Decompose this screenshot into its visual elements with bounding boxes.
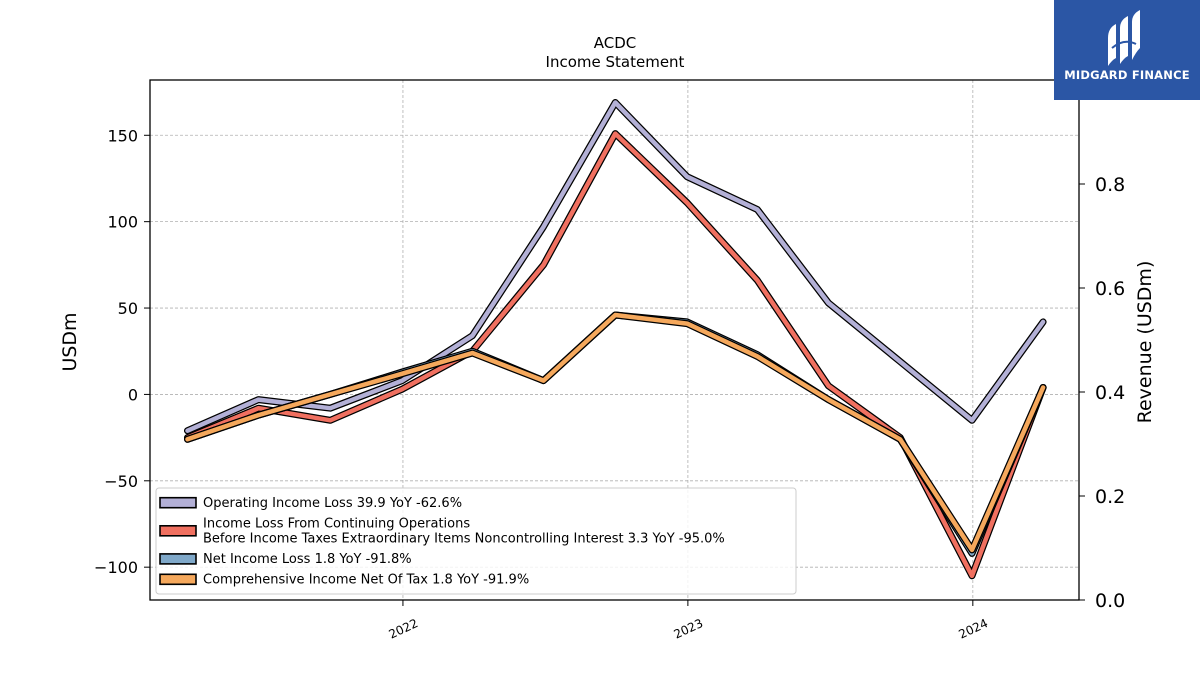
x-tick-label: 2024 (956, 616, 990, 642)
logo-mark-icon (1108, 10, 1140, 66)
legend-swatch (159, 524, 197, 537)
legend-label: Comprehensive Income Net Of Tax 1.8 YoY … (203, 573, 529, 588)
legend: Operating Income Loss 39.9 YoY -62.6% Inc… (155, 487, 797, 595)
y-tick-label: 100 (107, 213, 138, 232)
y2-axis-label: Revenue (USDm) (1134, 261, 1156, 424)
legend-label: Before Income Taxes Extraordinary Items … (203, 532, 725, 547)
series-line-stroke (185, 312, 1046, 553)
x-tick-label: 2023 (672, 616, 706, 642)
y2-tick-label: 0.2 (1095, 486, 1125, 508)
series-line (184, 311, 1047, 554)
plot-frame (149, 79, 1080, 601)
y-tick-label: 50 (118, 299, 138, 318)
series-line (184, 99, 1047, 435)
legend-swatch (159, 496, 197, 509)
legend-box (155, 487, 797, 595)
legend-label: Income Loss From Continuing Operations (203, 516, 470, 531)
y2-tick-label: 0.8 (1095, 174, 1125, 196)
legend-label: Net Income Loss 1.8 YoY -91.8% (203, 552, 412, 567)
legend-label: Operating Income Loss 39.9 YoY -62.6% (203, 496, 462, 511)
y-tick-label: −50 (104, 472, 138, 491)
series-lines (184, 99, 1047, 580)
legend-swatch (159, 573, 197, 586)
y-axis-label: USDm (59, 312, 81, 371)
legend-swatch (159, 553, 197, 565)
y-tick-label: 0 (128, 385, 138, 404)
y-tick-label: −100 (94, 558, 138, 577)
y2-tick-label: 0.6 (1095, 278, 1125, 300)
logo-text: MIDGARD FINANCE (1064, 68, 1190, 82)
x-tick-label: 2022 (387, 616, 421, 642)
chart-subtitle: Income Statement (546, 53, 685, 71)
y-tick-label: 150 (107, 126, 138, 145)
y2-tick-label: 0.4 (1095, 382, 1125, 404)
series-line-outline (184, 99, 1047, 435)
midgard-finance-logo: MIDGARD FINANCE (1054, 0, 1200, 100)
grid (150, 80, 1079, 600)
y2-tick-label: 0.0 (1095, 590, 1125, 612)
chart-title: ACDC (594, 34, 637, 52)
series-line-stroke (185, 100, 1046, 433)
